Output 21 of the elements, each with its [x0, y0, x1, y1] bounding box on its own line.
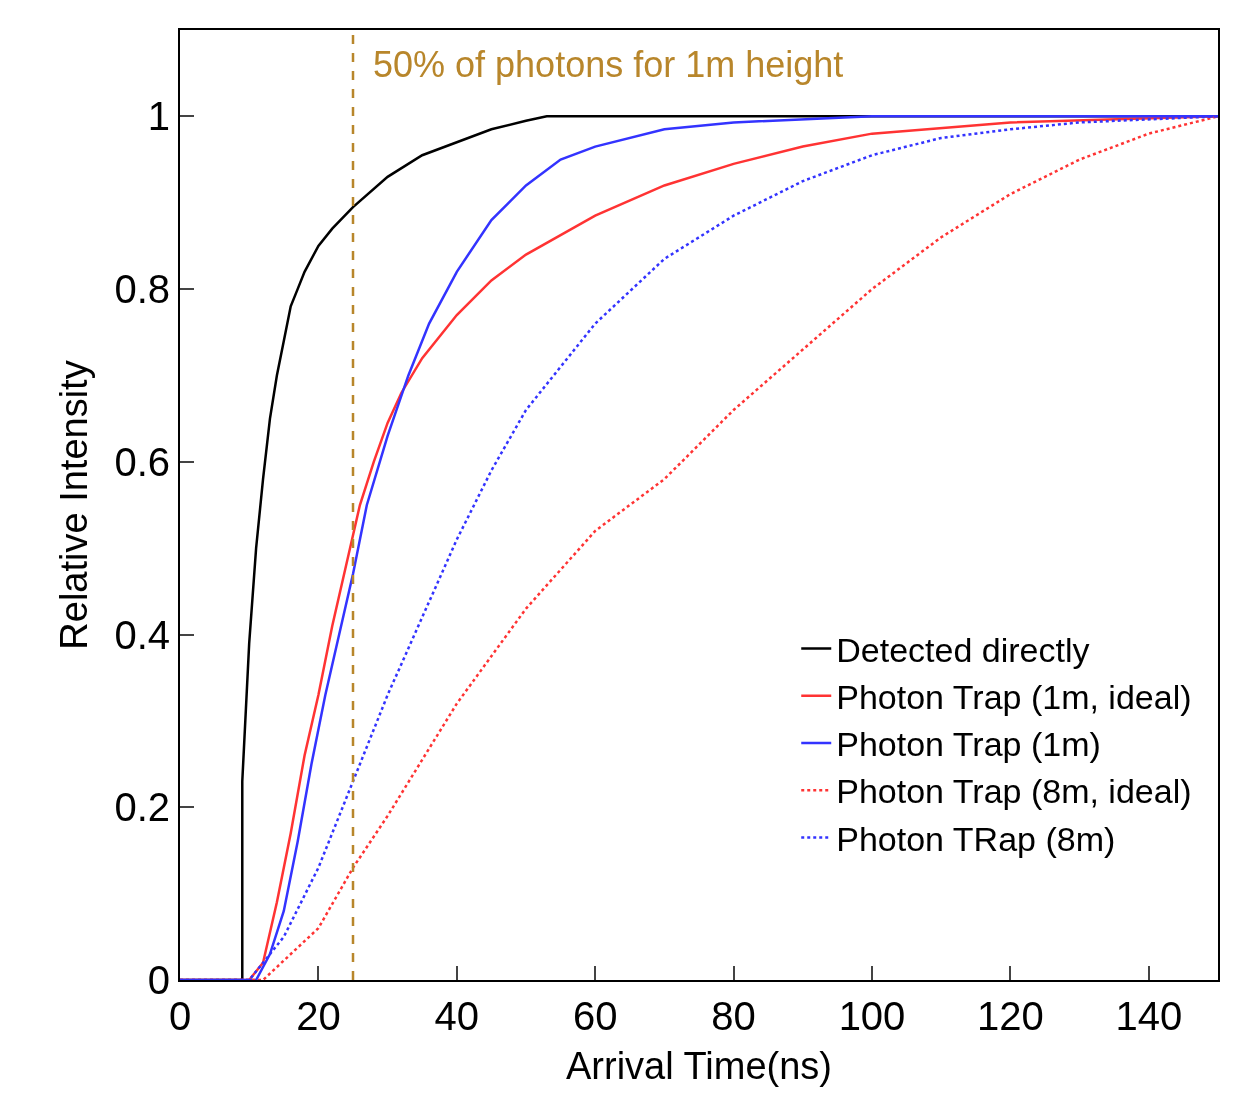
legend-label: Photon Trap (1m, ideal) — [836, 678, 1192, 717]
y-tick-label: 0.4 — [114, 612, 170, 657]
legend-label: Photon TRap (8m) — [836, 819, 1116, 858]
x-tick-label: 20 — [296, 994, 341, 1038]
x-tick-label: 40 — [434, 994, 480, 1038]
x-tick-label: 60 — [572, 994, 618, 1038]
x-tick-label: 120 — [977, 994, 1044, 1038]
y-tick-label: 0.8 — [114, 267, 170, 312]
legend-label: Photon Trap (1m) — [836, 725, 1101, 764]
x-axis-title: Arrival Time(ns) — [565, 1044, 833, 1087]
x-tick-label: 80 — [711, 994, 756, 1038]
y-tick-label: 0.6 — [114, 439, 170, 484]
legend-label: Detected directly — [836, 630, 1090, 669]
legend-label: Photon Trap (8m, ideal) — [836, 772, 1192, 811]
x-tick-label: 100 — [838, 994, 906, 1038]
ref-line-label: 50% of photons for 1m height — [373, 44, 844, 85]
y-tick-label: 0 — [147, 958, 170, 1002]
y-axis-title: Relative Intensity — [53, 360, 96, 650]
y-tick-label: 1 — [147, 94, 170, 139]
x-tick-label: 140 — [1115, 994, 1183, 1038]
y-tick-label: 0.2 — [114, 785, 170, 830]
